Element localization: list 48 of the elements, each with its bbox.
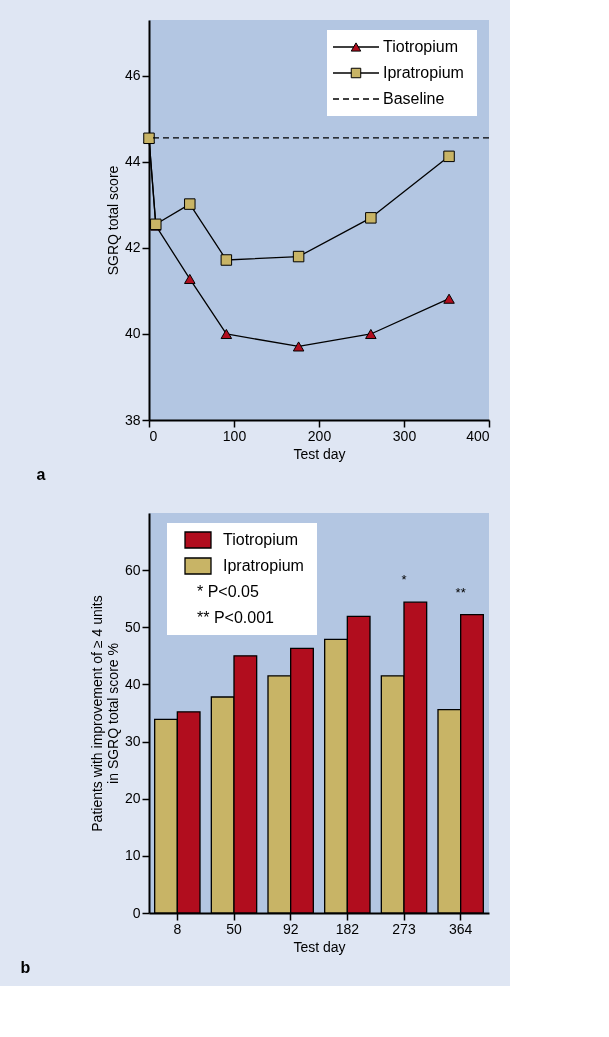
annotation: ** P<0.001 <box>197 609 275 626</box>
x-tick-label: 92 <box>282 920 299 937</box>
x-tick-label: 400 <box>466 427 490 444</box>
x-tick-label: 300 <box>392 427 417 444</box>
point <box>443 150 455 163</box>
x-axis-title: Test day <box>293 445 346 462</box>
point <box>443 293 455 304</box>
y-tick-label: 40 <box>124 325 141 342</box>
x-tick-label: 100 <box>222 427 247 444</box>
annotation: * <box>401 572 407 588</box>
x-tick-label: 50 <box>226 920 242 937</box>
x-tick-label: 182 <box>335 920 360 937</box>
point <box>292 250 305 263</box>
legend-label: Baseline <box>383 90 445 107</box>
y-axis-title: SGRQ total score <box>104 165 121 276</box>
x-tick-label: 0 <box>149 427 158 444</box>
y-tick-label: 20 <box>124 790 141 807</box>
y-tick-label: 60 <box>124 561 141 578</box>
y-tick-label: 46 <box>124 67 141 84</box>
y-tick-label: 50 <box>124 618 141 635</box>
x-tick-label: 200 <box>307 427 332 444</box>
point <box>365 328 377 340</box>
point <box>184 198 196 210</box>
x-tick-label: 364 <box>448 920 473 937</box>
y-axis-title: Patients with improvement of ≥ 4 units in SGRQ total score % <box>88 595 121 832</box>
x-tick-label: 8 <box>173 920 182 937</box>
y-tick-label: 10 <box>124 847 141 864</box>
legend-label: Tiotropium <box>383 38 458 55</box>
annotation: ** <box>455 584 466 600</box>
legend-label: Ipratropium <box>383 64 464 81</box>
x-tick-label: 273 <box>392 920 416 937</box>
text: a <box>36 466 46 483</box>
y-tick-label: 30 <box>124 733 141 750</box>
point <box>365 212 377 224</box>
text: b <box>20 959 31 976</box>
point <box>184 273 196 284</box>
y-tick-label: 44 <box>124 153 141 170</box>
legend-label: Tiotropium <box>223 531 298 548</box>
y-tick-label: 38 <box>124 411 141 428</box>
y-tick-label: 40 <box>124 675 141 692</box>
point <box>292 341 305 352</box>
y-tick-label: 0 <box>132 904 141 921</box>
annotation: * P<0.05 <box>197 583 259 600</box>
x-axis-title: Test day <box>293 938 346 955</box>
point <box>220 254 233 266</box>
y-tick-label: 42 <box>124 239 141 256</box>
point <box>220 328 233 340</box>
legend-label: Ipratropium <box>223 557 304 574</box>
